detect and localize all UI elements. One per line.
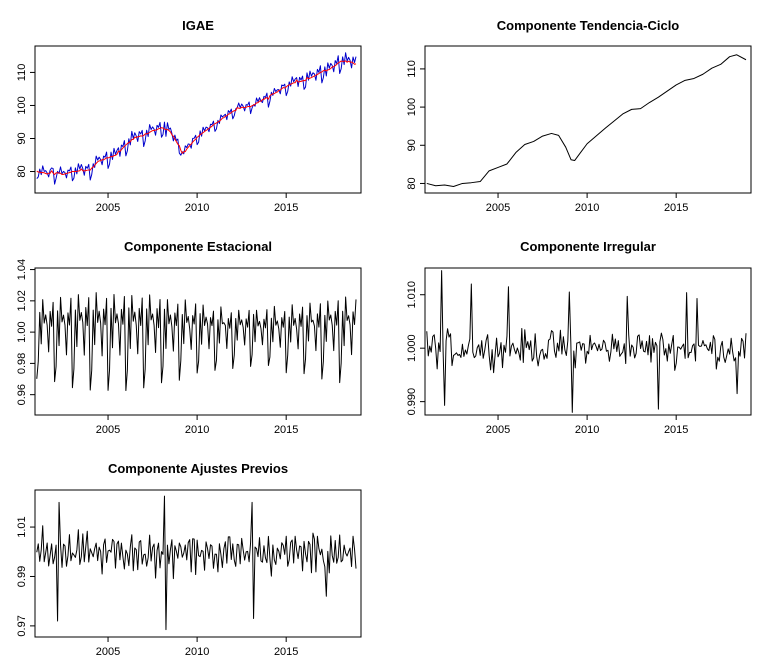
x-tick-label: 2015 [664,202,688,214]
y-tick-label: 1.000 [406,334,418,362]
chart-title: Componente Tendencia-Ciclo [497,18,680,33]
y-tick-label: 90 [406,139,418,151]
x-tick-label: 2005 [486,424,510,436]
series-line [36,60,357,176]
x-tick-label: 2005 [96,646,120,658]
y-tick-label: 110 [406,60,418,78]
x-tick-label: 2015 [274,202,298,214]
series-line [36,292,357,392]
plot-area: 2005 2010 2015 80 90 100 110 [406,45,752,214]
y-tick-label: 1.01 [16,516,28,537]
x-tick-label: 2010 [185,424,209,436]
chart-title: Componente Ajustes Previos [108,461,288,476]
x-tick-label: 2010 [575,424,599,436]
x-tick-label: 2005 [96,202,120,214]
y-tick-label: 0.97 [16,615,28,636]
y-tick-label: 1.00 [16,321,28,342]
x-tick-label: 2015 [274,424,298,436]
chart-panel-irregular: Componente Irregular 2005 2010 2015 0.990 1.… [406,239,752,436]
chart-title: IGAE [182,18,214,33]
plot-area: 2005 2010 2015 0.990 1.000 1.010 [406,267,752,436]
x-tick-label: 2010 [575,202,599,214]
x-tick-label: 2010 [185,646,209,658]
plot-frame [424,45,752,194]
x-tick-label: 2015 [664,424,688,436]
y-tick-label: 1.02 [16,290,28,311]
y-tick-label: 90 [16,132,28,144]
plot-area: 2005 2010 2015 0.97 0.99 1.01 [16,489,362,658]
y-tick-label: 0.96 [16,384,28,405]
series-line [426,270,747,413]
plot-area: 2005 2010 2015 80 90 100 110 [16,45,362,214]
series-line [36,52,357,185]
chart-title: Componente Irregular [520,239,656,254]
plot-frame [424,267,752,416]
y-tick-label: 0.990 [406,388,418,416]
plot-frame [34,489,362,638]
series-line [36,495,357,631]
x-tick-label: 2005 [486,202,510,214]
x-tick-label: 2015 [274,646,298,658]
plot-area: 2005 2010 2015 0.96 0.98 1.00 1.02 1.04 [16,259,362,436]
y-tick-label: 1.010 [406,281,418,309]
x-tick-label: 2005 [96,424,120,436]
y-tick-label: 0.99 [16,566,28,587]
y-tick-label: 80 [16,165,28,177]
y-tick-label: 100 [406,98,418,116]
plot-frame [34,267,362,416]
x-tick-label: 2010 [185,202,209,214]
y-tick-label: 80 [406,177,418,189]
chart-title: Componente Estacional [124,239,272,254]
chart-panel-igae: IGAE 2005 2010 2015 80 90 100 110 [16,18,362,214]
y-tick-label: 110 [16,64,28,82]
plot-frame [34,45,362,194]
y-tick-label: 100 [16,96,28,114]
chart-panel-tendencia-ciclo: Componente Tendencia-Ciclo 2005 2010 2015 8… [406,18,752,214]
chart-panel-estacional: Componente Estacional 2005 2010 2015 0.96 0.… [16,239,362,436]
chart-panel-ajustes-previos: Componente Ajustes Previos 2005 2010 2015 0… [16,461,362,658]
series-line [426,54,747,188]
y-tick-label: 0.98 [16,353,28,374]
y-tick-label: 1.04 [16,259,28,280]
